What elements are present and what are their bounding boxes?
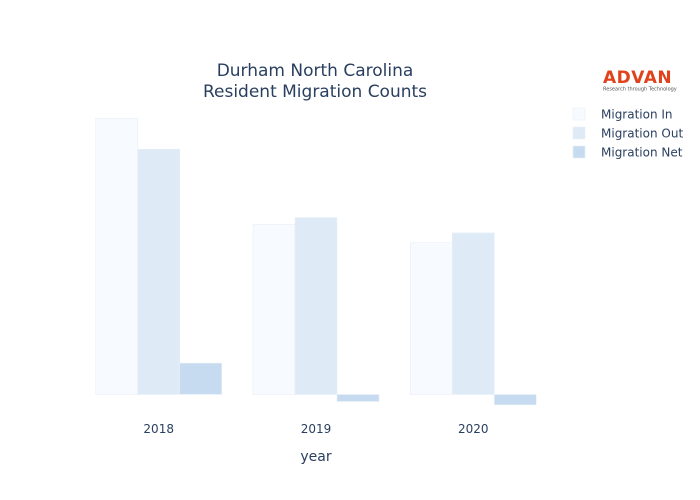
bar-migration-net-2019[interactable]: [336, 394, 380, 402]
legend-swatch: [572, 145, 586, 159]
logo-tagline: Research through Technology: [603, 87, 677, 93]
bar-migration-out-2020[interactable]: [451, 232, 495, 395]
advan-logo: ADVAN Research through Technology: [603, 68, 677, 93]
legend: Migration In Migration Out Migration Net: [572, 107, 683, 160]
bar-migration-in-2018[interactable]: [95, 117, 138, 395]
legend-label: Migration Net: [601, 146, 683, 160]
chart-title-line-2: Resident Migration Counts: [203, 82, 427, 102]
chart-title-line-1: Durham North Carolina: [217, 61, 414, 81]
logo-brand: ADVAN: [603, 68, 672, 88]
bar-migration-out-2019[interactable]: [294, 217, 338, 395]
legend-item-migration-net[interactable]: Migration Net: [572, 145, 683, 160]
legend-swatch: [572, 107, 586, 121]
bar-migration-net-2020[interactable]: [493, 394, 537, 406]
x-tick-label: 2018: [143, 422, 174, 436]
plot-area: [95, 117, 537, 406]
legend-item-migration-out[interactable]: Migration Out: [572, 126, 683, 141]
bar-migration-out-2018[interactable]: [137, 148, 180, 395]
legend-item-migration-in[interactable]: Migration In: [572, 107, 673, 122]
bar-migration-in-2020[interactable]: [409, 242, 453, 395]
bar-migration-in-2019[interactable]: [252, 224, 296, 395]
x-axis: 2018 2019 2020: [143, 422, 488, 436]
legend-label: Migration In: [601, 108, 673, 122]
x-tick-label: 2019: [301, 422, 332, 436]
chart-title: Durham North Carolina Resident Migration…: [203, 61, 427, 102]
bar-migration-net-2018[interactable]: [179, 362, 222, 395]
x-tick-label: 2020: [458, 422, 489, 436]
legend-label: Migration Out: [601, 127, 683, 141]
legend-swatch: [572, 126, 586, 140]
x-axis-title: year: [300, 449, 331, 465]
